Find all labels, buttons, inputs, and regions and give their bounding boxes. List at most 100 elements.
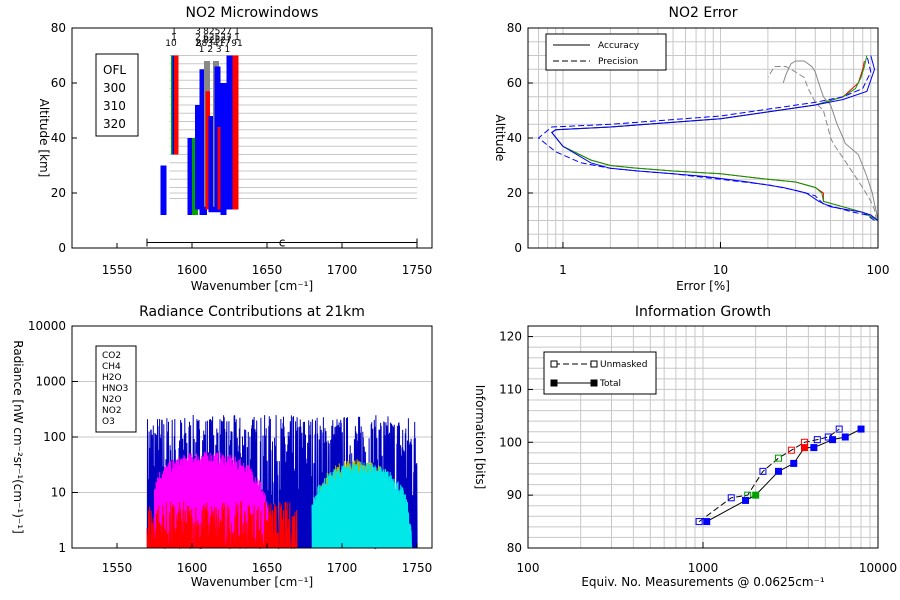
microwindow-count-label: 1 xyxy=(234,33,240,43)
microwindow-count-label: 1 xyxy=(171,27,177,37)
microwindow-count-label: 1 2 3 1 xyxy=(199,45,231,55)
legend-marker xyxy=(590,379,598,387)
chart-title: Information Growth xyxy=(635,304,771,320)
info-point-total xyxy=(752,491,760,499)
legend-label: NO2 xyxy=(102,406,122,416)
microwindow-count-label: 82527 xyxy=(203,36,232,46)
x-tick-label: 1600 xyxy=(177,263,208,277)
y-axis-label: Altitude xyxy=(493,115,507,162)
y-tick-label: 20 xyxy=(507,186,522,200)
info-series-line xyxy=(706,428,862,523)
microwindow-count-label: 1 xyxy=(234,27,240,37)
info-point-unmasked xyxy=(695,518,703,526)
y-tick-label: 10 xyxy=(51,486,66,500)
range-label: c xyxy=(279,236,286,250)
error-profile-line xyxy=(537,55,875,221)
microwindow-count-label: 1 xyxy=(171,33,177,43)
info-point-unmasked xyxy=(813,436,821,444)
microwindow-count-label: 10 xyxy=(165,39,177,49)
panel-microwindows: 1550 1600 1650 1700 1750 0 20 40 60 80 NO2 Microwi… xyxy=(37,5,433,293)
x-axis-label: Wavenumber [cm⁻¹] xyxy=(191,279,313,293)
info-point-unmasked xyxy=(787,446,795,454)
radiance-band-ch4 xyxy=(146,501,298,550)
microwindow-bar xyxy=(160,165,167,215)
info-point-total xyxy=(857,425,865,433)
legend-box xyxy=(543,351,657,395)
microwindow-count-label: 2 xyxy=(195,39,201,49)
legend-label: HNO3 xyxy=(102,384,128,394)
panel-information: 100 1000 10000 80 90 100 110 120 Information Gro… xyxy=(473,304,897,589)
legend-label: CH4 xyxy=(102,362,121,372)
legend-label: OFL xyxy=(103,63,126,77)
chart-title: NO2 Microwindows xyxy=(186,5,319,21)
legend-marker xyxy=(550,360,558,368)
info-point-unmasked xyxy=(727,494,735,502)
legend-label: N2O xyxy=(102,395,122,405)
x-tick-label: 1700 xyxy=(327,263,358,277)
microwindow-bar xyxy=(208,116,215,213)
x-tick-label: 1550 xyxy=(102,561,133,575)
y-tick-label: 80 xyxy=(507,21,522,35)
x-axis-label: Equiv. No. Measurements @ 0.0625cm⁻¹ xyxy=(581,575,825,589)
x-tick-label: 1750 xyxy=(402,561,433,575)
info-point-unmasked xyxy=(774,454,782,462)
legend-marker xyxy=(590,360,598,368)
microwindow-bar xyxy=(187,138,194,215)
y-tick-label: 60 xyxy=(51,76,66,90)
microwindow-count-label: 3 xyxy=(195,27,201,37)
y-tick-label: 40 xyxy=(507,131,522,145)
microwindow-bar xyxy=(195,105,203,210)
legend-label: CO2 xyxy=(102,351,121,361)
x-tick-label: 100 xyxy=(517,561,540,575)
info-point-total xyxy=(703,518,711,526)
chart-title: Radiance Contributions at 21km xyxy=(139,304,365,320)
microwindow-bar xyxy=(232,55,239,210)
microwindow-count-label: 883417 xyxy=(196,39,230,49)
microwindow-bar xyxy=(174,55,179,155)
radiance-band-o3 xyxy=(311,462,418,549)
x-tick-label: 1650 xyxy=(252,263,283,277)
legend-marker xyxy=(550,379,558,387)
chart-title: NO2 Error xyxy=(669,5,738,21)
x-tick-label: 100 xyxy=(867,263,890,277)
y-tick-label: 20 xyxy=(51,186,66,200)
y-tick-label: 0 xyxy=(514,241,522,255)
x-tick-label: 1650 xyxy=(252,561,283,575)
y-tick-label: 100 xyxy=(499,435,522,449)
info-point-total xyxy=(790,459,798,467)
info-point-total xyxy=(742,496,750,504)
x-tick-label: 1600 xyxy=(177,561,208,575)
y-axis-label: Altitude [km] xyxy=(37,99,51,178)
panel-radiance: 1550 1600 1650 1700 1750110100100010000Radia… xyxy=(11,304,433,589)
legend-label: 310 xyxy=(103,99,126,113)
info-series-line xyxy=(698,428,840,523)
microwindow-bar xyxy=(199,69,207,215)
info-point-total xyxy=(774,467,782,475)
info-point-total xyxy=(810,444,818,452)
legend-label: O3 xyxy=(102,417,115,427)
legend-label: H2O xyxy=(102,373,122,383)
x-tick-label: 10000 xyxy=(859,561,897,575)
y-tick-label: 10000 xyxy=(28,319,66,333)
y-tick-label: 60 xyxy=(507,76,522,90)
x-tick-label: 1000 xyxy=(688,561,719,575)
y-tick-label: 1 xyxy=(58,541,66,555)
y-axis-label: Information [bits] xyxy=(473,385,487,490)
info-point-unmasked xyxy=(759,467,767,475)
y-tick-label: 100 xyxy=(43,430,66,444)
legend-label: 320 xyxy=(103,117,126,131)
x-axis-label: Wavenumber [cm⁻¹] xyxy=(191,575,313,589)
error-profile-line xyxy=(767,66,878,221)
x-tick-label: 1 xyxy=(559,263,567,277)
y-tick-label: 1000 xyxy=(35,375,66,389)
y-tick-label: 120 xyxy=(499,330,522,344)
x-tick-label: 1750 xyxy=(402,263,433,277)
microwindow-count-label: 2 xyxy=(195,33,201,43)
y-tick-label: 40 xyxy=(51,131,66,145)
y-axis-label: Radiance [nW cm⁻²sr⁻¹(cm⁻¹)⁻¹] xyxy=(11,340,25,533)
x-axis-label: Error [%] xyxy=(676,279,730,293)
legend-label: Total xyxy=(599,379,621,389)
microwindow-bar xyxy=(220,83,227,215)
